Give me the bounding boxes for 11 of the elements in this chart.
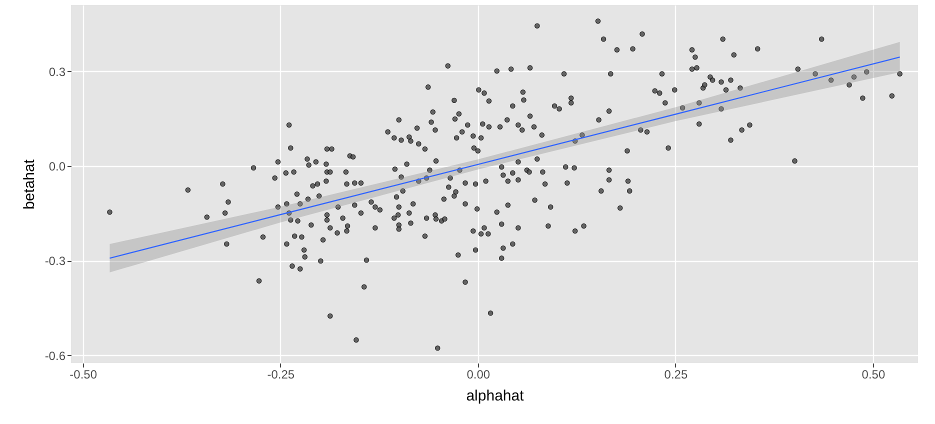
x-axis-title: alphahat bbox=[466, 388, 525, 404]
x-tick-label: 0.25 bbox=[664, 368, 688, 382]
x-tick-label: 0.50 bbox=[862, 368, 886, 382]
y-tick-label: -0.6 bbox=[44, 348, 66, 363]
x-tick-label: -0.25 bbox=[267, 368, 295, 382]
y-axis-title: betahat bbox=[20, 158, 38, 210]
x-tick-label: -0.50 bbox=[70, 368, 98, 382]
x-tick-label: 0.00 bbox=[466, 368, 490, 382]
y-tick-label: -0.3 bbox=[44, 254, 66, 268]
y-tick-label: 0.3 bbox=[48, 64, 66, 79]
y-tick-label: 0.0 bbox=[48, 160, 66, 174]
